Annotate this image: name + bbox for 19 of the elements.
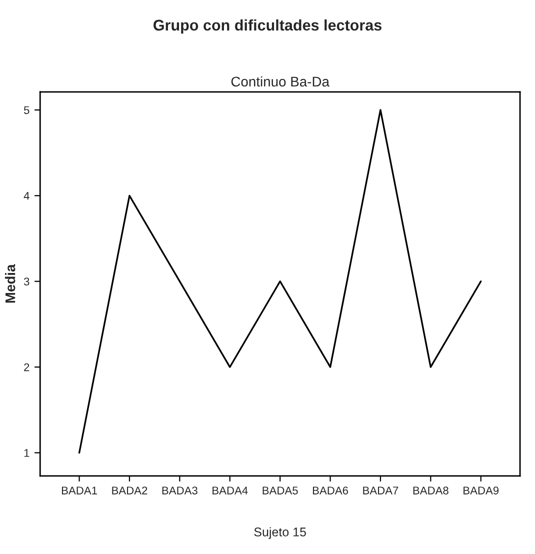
y-tick-label: 4 [24, 192, 30, 200]
x-tick-label: BADA8 [413, 486, 448, 494]
x-tick-label: BADA9 [464, 486, 499, 494]
x-tick-label: BADA6 [312, 486, 348, 494]
y-tick-label: 1 [24, 449, 30, 457]
x-axis-title: Sujeto 15 [254, 527, 306, 539]
line-series [78, 109, 482, 454]
x-tick-label: BADA2 [112, 486, 148, 494]
x-tick-label: BADA5 [262, 486, 298, 494]
x-tick-label: BADA4 [212, 486, 248, 494]
chart-title: Grupo con dificultades lectoras [154, 19, 382, 34]
x-tick-label: BADA1 [62, 486, 97, 494]
y-axis-title: Media [5, 264, 16, 303]
x-tick-label: BADA7 [363, 486, 398, 494]
y-tick-label: 3 [24, 278, 30, 286]
y-tick-label: 5 [24, 106, 30, 114]
y-tick-label: 2 [24, 363, 30, 372]
chart-subtitle: Continuo Ba-Da [231, 76, 330, 87]
x-tick-label: BADA3 [162, 486, 198, 494]
